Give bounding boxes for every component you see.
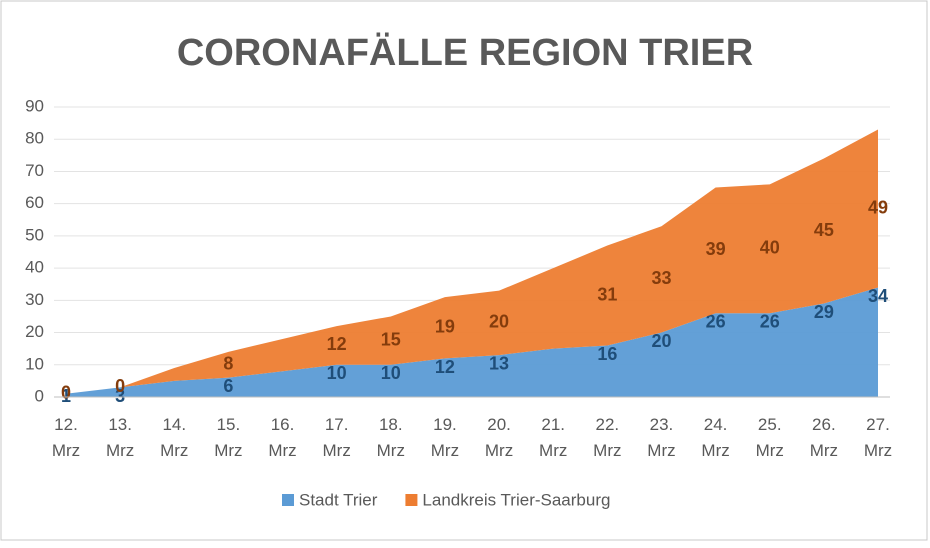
data-label: 34 bbox=[868, 286, 888, 306]
x-tick-label-line: 22. bbox=[596, 415, 620, 434]
chart-title: CORONAFÄLLE REGION TRIER bbox=[177, 31, 753, 74]
data-label: 0 bbox=[61, 383, 71, 403]
area bbox=[66, 129, 878, 394]
data-label: 40 bbox=[760, 238, 780, 258]
data-label: 12 bbox=[327, 334, 347, 354]
x-tick-label-line: 14. bbox=[162, 415, 186, 434]
x-tick-label: 14. Mrz bbox=[160, 415, 188, 460]
data-label: 33 bbox=[651, 268, 671, 288]
x-tick-label-line: Mrz bbox=[377, 441, 405, 460]
data-label: 45 bbox=[814, 220, 834, 240]
x-tick-label: 17. Mrz bbox=[323, 415, 351, 460]
y-tick-label: 10 bbox=[25, 354, 44, 373]
x-tick-label: 15. Mrz bbox=[214, 415, 242, 460]
x-tick-label-line: 24. bbox=[704, 415, 728, 434]
x-tick-label-line: 16. bbox=[271, 415, 295, 434]
data-label: 16 bbox=[597, 344, 617, 364]
data-label: 10 bbox=[327, 363, 347, 383]
x-tick-label-line: 19. bbox=[433, 415, 457, 434]
y-tick-label: 90 bbox=[25, 96, 44, 115]
y-tick-label: 50 bbox=[25, 225, 44, 244]
x-tick-label: 26. Mrz bbox=[810, 415, 838, 460]
data-label: 1 bbox=[61, 386, 71, 406]
x-tick-label: 20. Mrz bbox=[485, 415, 513, 460]
x-tick-label-line: Mrz bbox=[268, 441, 296, 460]
legend-swatch bbox=[282, 494, 294, 506]
data-label: 39 bbox=[706, 239, 726, 259]
y-tick-label: 40 bbox=[25, 258, 44, 277]
x-tick-label-line: 25. bbox=[758, 415, 782, 434]
data-label: 31 bbox=[597, 284, 617, 304]
x-tick-label: 21. Mrz bbox=[539, 415, 567, 460]
x-tick-label-line: Mrz bbox=[701, 441, 729, 460]
data-label: 29 bbox=[814, 302, 834, 322]
data-label: 19 bbox=[435, 316, 455, 336]
legend-label: Stadt Trier bbox=[299, 490, 378, 509]
x-tick-label-line: Mrz bbox=[431, 441, 459, 460]
x-tick-label-line: 20. bbox=[487, 415, 511, 434]
x-tick-label-line: 12. bbox=[54, 415, 78, 434]
x-tick-label-line: Mrz bbox=[647, 441, 675, 460]
x-tick-label-line: 18. bbox=[379, 415, 403, 434]
x-tick-label: 25. Mrz bbox=[756, 415, 784, 460]
x-tick-label-line: 17. bbox=[325, 415, 349, 434]
x-tick-label-line: Mrz bbox=[485, 441, 513, 460]
x-tick-label-line: 27. bbox=[866, 415, 890, 434]
y-tick-label: 70 bbox=[25, 161, 44, 180]
data-label: 12 bbox=[435, 357, 455, 377]
x-tick-label-line: 21. bbox=[541, 415, 565, 434]
data-label: 15 bbox=[381, 329, 401, 349]
x-tick-label: 16. Mrz bbox=[268, 415, 296, 460]
x-tick-label-line: Mrz bbox=[52, 441, 80, 460]
x-tick-label-line: Mrz bbox=[106, 441, 134, 460]
x-tick-label-line: Mrz bbox=[756, 441, 784, 460]
x-tick-label-line: 26. bbox=[812, 415, 836, 434]
x-tick-label: 23. Mrz bbox=[647, 415, 675, 460]
x-tick-label-line: 15. bbox=[217, 415, 241, 434]
x-tick-label-line: Mrz bbox=[864, 441, 892, 460]
data-label: 10 bbox=[381, 363, 401, 383]
y-tick-label: 30 bbox=[25, 290, 44, 309]
data-label: 26 bbox=[706, 312, 726, 332]
data-label: 20 bbox=[651, 331, 671, 351]
x-tick-label-line: 13. bbox=[108, 415, 132, 434]
x-tick-label: 24. Mrz bbox=[701, 415, 729, 460]
y-tick-label: 0 bbox=[35, 386, 44, 405]
x-tick-label: 27. Mrz bbox=[864, 415, 892, 460]
data-label: 49 bbox=[868, 197, 888, 217]
data-label: 8 bbox=[223, 354, 233, 374]
x-tick-label: 18. Mrz bbox=[377, 415, 405, 460]
data-label: 3 bbox=[115, 386, 125, 406]
data-label: 26 bbox=[760, 312, 780, 332]
x-tick-label-line: Mrz bbox=[810, 441, 838, 460]
x-tick-label: 12. Mrz bbox=[52, 415, 80, 460]
data-label: 0 bbox=[115, 376, 125, 396]
data-label: 20 bbox=[489, 312, 509, 332]
x-tick-label: 13. Mrz bbox=[106, 415, 134, 460]
y-tick-label: 20 bbox=[25, 322, 44, 341]
x-tick-label-line: Mrz bbox=[160, 441, 188, 460]
y-tick-label: 60 bbox=[25, 193, 44, 212]
x-tick-label-line: Mrz bbox=[323, 441, 351, 460]
data-label: 13 bbox=[489, 354, 509, 374]
data-label: 6 bbox=[223, 376, 233, 396]
x-tick-label: 22. Mrz bbox=[593, 415, 621, 460]
area bbox=[66, 287, 878, 397]
x-tick-label-line: Mrz bbox=[539, 441, 567, 460]
x-tick-label-line: Mrz bbox=[214, 441, 242, 460]
legend-swatch bbox=[405, 494, 418, 506]
y-tick-label: 80 bbox=[25, 129, 44, 148]
x-tick-label-line: Mrz bbox=[593, 441, 621, 460]
legend-label: Landkreis Trier-Saarburg bbox=[422, 490, 610, 509]
x-tick-label-line: 23. bbox=[650, 415, 674, 434]
x-tick-label: 19. Mrz bbox=[431, 415, 459, 460]
